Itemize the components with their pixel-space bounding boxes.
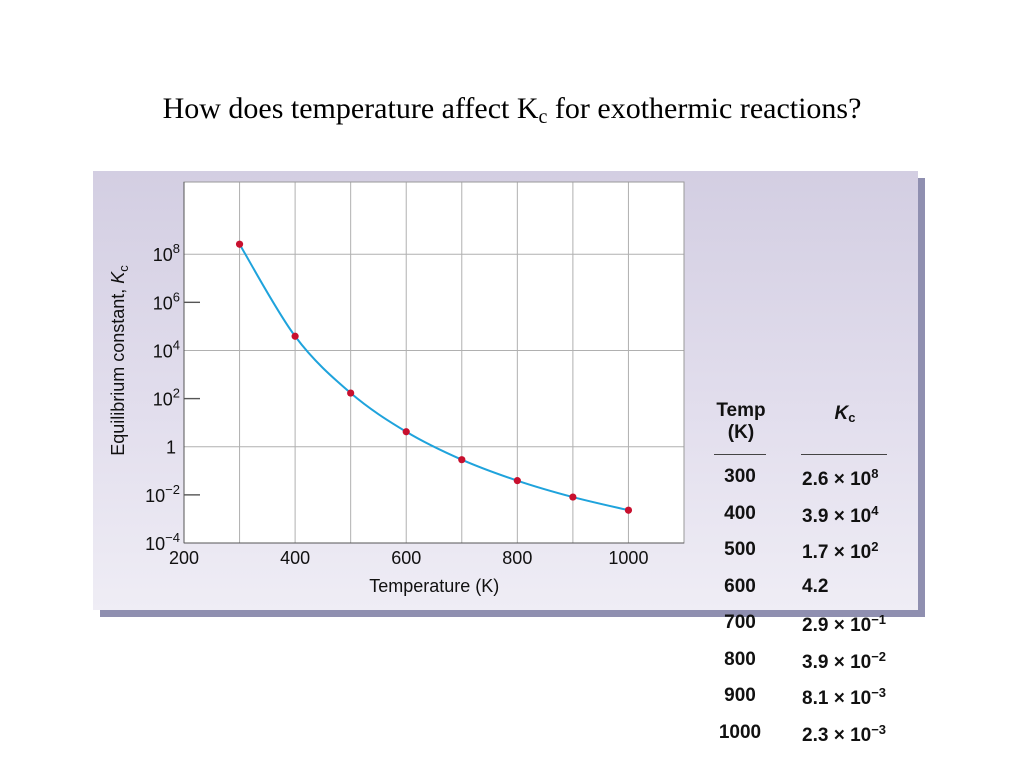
table-cell-kc: 1.7 × 102 xyxy=(802,539,878,564)
data-point xyxy=(513,477,521,485)
table-cell-kc-exponent: 8 xyxy=(871,466,879,481)
data-point xyxy=(569,493,577,501)
y-tick-label: 10−2 xyxy=(145,482,180,506)
data-point xyxy=(624,506,633,514)
table-cell-kc: 2.3 × 10−3 xyxy=(802,722,886,747)
table-cell-kc: 2.9 × 10−1 xyxy=(802,612,886,637)
x-tick-label: 600 xyxy=(391,548,421,568)
table-cell-temp: 700 xyxy=(724,612,756,633)
y-tick-label: 106 xyxy=(153,289,180,313)
table-cell-kc-mantissa: 2.9 × 10 xyxy=(802,615,872,636)
table-rule-kc xyxy=(801,454,887,455)
x-tick-label: 1000 xyxy=(608,548,648,568)
table-cell-kc-exponent: 2 xyxy=(871,539,879,554)
table-cell-kc-mantissa: 1.7 × 10 xyxy=(802,542,872,563)
table-cell-temp: 1000 xyxy=(718,721,762,743)
y-tick-label: 108 xyxy=(153,241,180,265)
table-header-kc-subscript: c xyxy=(848,410,856,425)
table-cell-kc: 3.9 × 10−2 xyxy=(802,649,886,674)
table-header-kc: Kc xyxy=(810,403,880,429)
slide-title-main: How does temperature affect K xyxy=(162,92,539,125)
table-header-temp: Temp (K) xyxy=(706,400,776,444)
y-axis-label: Equilibrium constant, Kc xyxy=(108,265,131,456)
table-cell-temp: 600 xyxy=(724,575,756,597)
slide-title-rest: for exothermic reactions? xyxy=(547,92,862,125)
table-cell-temp: 400 xyxy=(724,502,756,524)
table-cell-kc-mantissa: 4.2 xyxy=(802,575,829,597)
table-cell-kc: 2.6 × 108 xyxy=(802,466,878,491)
table-cell-kc-mantissa: 3.9 × 10 xyxy=(802,505,872,527)
table-cell-temp: 300 xyxy=(724,466,756,487)
table-cell-kc: 4.2 xyxy=(802,576,828,598)
y-tick-label: 102 xyxy=(153,386,180,410)
table-cell-temp: 900 xyxy=(724,685,756,706)
slide-title: How does temperature affect Kc for exoth… xyxy=(0,92,1024,129)
table-header-temp-label: Temp xyxy=(716,400,766,421)
table-cell-kc-mantissa: 3.9 × 10 xyxy=(802,651,872,673)
table-header-temp-unit: (K) xyxy=(727,422,755,443)
table-cell-kc-mantissa: 2.3 × 10 xyxy=(802,724,872,746)
table-cell-kc-exponent: −3 xyxy=(871,685,887,700)
table-cell-temp: 500 xyxy=(724,539,756,560)
table-cell-kc: 3.9 × 104 xyxy=(802,503,878,528)
y-tick-label: 10−4 xyxy=(145,530,180,554)
data-point xyxy=(402,428,410,436)
x-tick-label: 200 xyxy=(169,548,199,568)
y-tick-label: 1 xyxy=(166,438,176,458)
data-point xyxy=(458,456,466,464)
table-cell-kc-exponent: −2 xyxy=(871,648,887,664)
x-axis-label: Temperature (K) xyxy=(369,576,499,596)
table-cell-kc-exponent: −1 xyxy=(871,612,887,627)
data-point xyxy=(291,332,299,340)
data-point xyxy=(235,240,244,248)
table-cell-temp: 800 xyxy=(724,648,756,670)
x-tick-label: 800 xyxy=(502,548,532,568)
table-cell-kc: 8.1 × 10−3 xyxy=(802,685,886,710)
data-point xyxy=(347,389,355,397)
y-tick-label: 104 xyxy=(153,337,180,361)
slide-title-subscript: c xyxy=(538,106,548,128)
plot-area xyxy=(184,182,684,543)
table-rule-temp xyxy=(714,454,766,455)
x-tick-label: 400 xyxy=(280,548,310,568)
table-cell-kc-exponent: −3 xyxy=(871,721,887,737)
table-cell-kc-mantissa: 8.1 × 10 xyxy=(802,688,872,709)
table-cell-kc-exponent: 4 xyxy=(871,502,879,518)
table-header-kc-symbol: K xyxy=(834,403,849,424)
table-cell-kc-mantissa: 2.6 × 10 xyxy=(802,469,872,490)
